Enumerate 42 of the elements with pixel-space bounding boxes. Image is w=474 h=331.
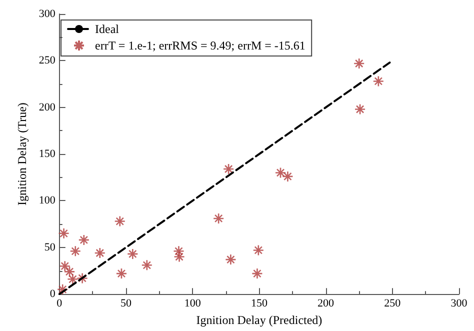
x-tick-label: 150	[250, 298, 268, 310]
point	[56, 284, 68, 296]
legend-label: errT = 1.e-1; errRMS = 9.49; errM = -15.61	[95, 38, 306, 52]
point	[127, 248, 138, 260]
point	[173, 246, 184, 257]
point	[252, 268, 263, 280]
y-tick-label: 300	[38, 8, 56, 20]
y-tick-label: 0	[50, 288, 56, 300]
point	[174, 251, 185, 262]
y-tick-label: 100	[38, 194, 56, 207]
legend-label: Ideal	[95, 22, 120, 36]
point	[76, 272, 88, 284]
y-tick-label: 200	[38, 101, 56, 114]
point	[274, 167, 286, 178]
point	[222, 163, 234, 175]
x-tick-label: 200	[318, 298, 335, 310]
point	[59, 260, 71, 272]
point	[78, 234, 90, 246]
point	[70, 246, 82, 257]
point	[282, 170, 294, 182]
point	[372, 76, 384, 87]
x-tick-label: 100	[184, 298, 202, 310]
point	[141, 260, 153, 271]
x-axis-title: Ignition Delay (Predicted)	[196, 313, 322, 327]
x-tick-label: 300	[450, 298, 468, 310]
point	[116, 268, 128, 280]
point	[225, 254, 236, 266]
y-axis-title: Ignition Delay (True)	[15, 102, 29, 206]
point	[354, 104, 366, 115]
point	[212, 212, 224, 224]
point	[94, 247, 106, 259]
x-tick-label: 50	[120, 298, 132, 310]
y-tick-label: 250	[38, 54, 56, 67]
y-tick-label: 150	[38, 148, 56, 160]
point	[58, 228, 70, 240]
point	[64, 266, 76, 278]
x-tick-label: 250	[384, 298, 402, 310]
point	[353, 58, 365, 70]
point	[252, 244, 264, 256]
point	[67, 274, 78, 285]
point	[114, 216, 126, 227]
y-tick-label: 50	[44, 241, 56, 254]
